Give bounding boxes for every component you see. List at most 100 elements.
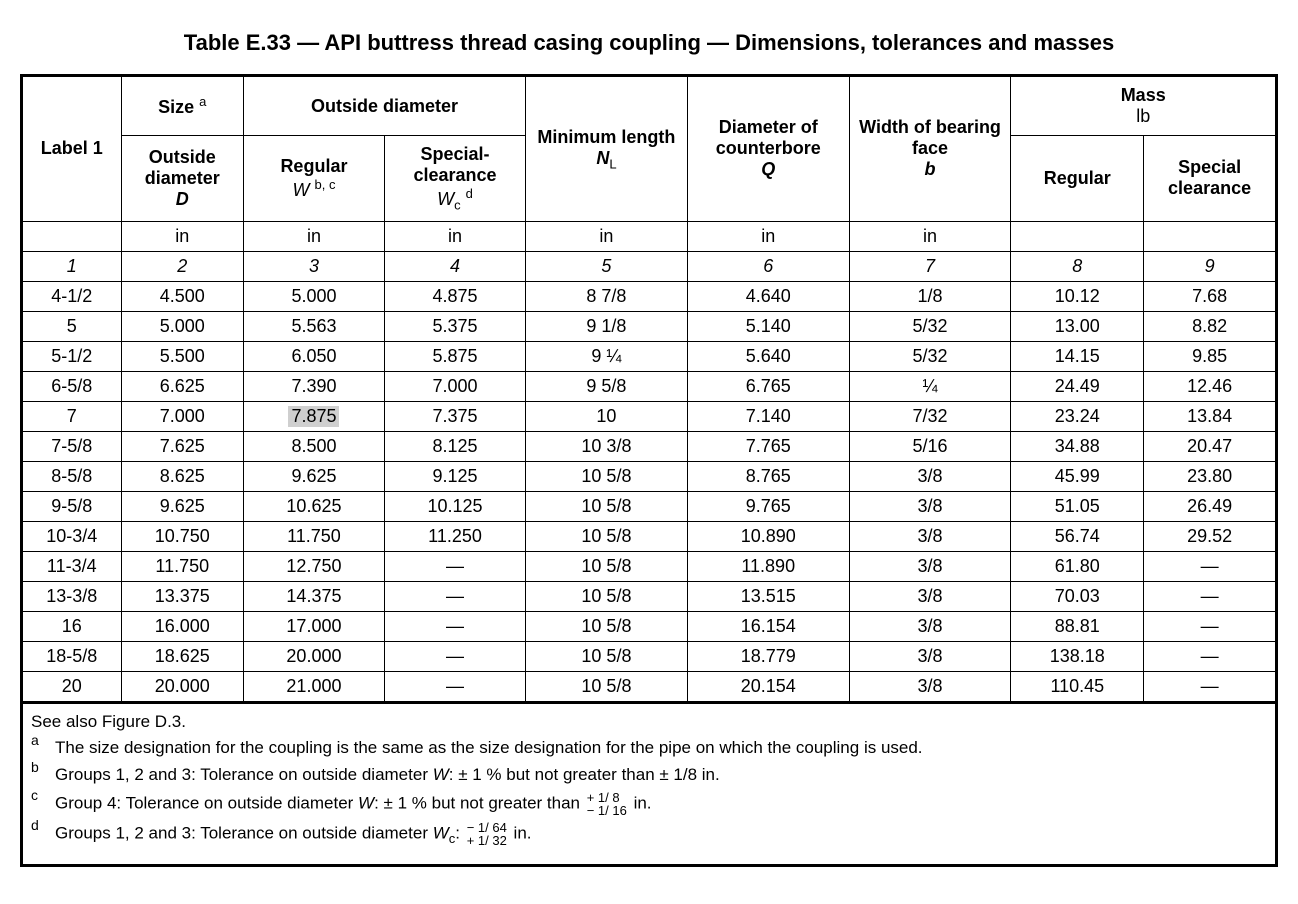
table-row: 11-3/411.75012.750—10 5/811.8903/861.80— <box>22 551 1277 581</box>
table-cell: 5/32 <box>849 311 1011 341</box>
table-cell: 10 5/8 <box>526 581 688 611</box>
table-cell: 13.84 <box>1144 401 1277 431</box>
table-cell: 9.765 <box>687 491 849 521</box>
table-cell: — <box>384 611 525 641</box>
table-cell: 5.500 <box>121 341 243 371</box>
table-cell: 12.750 <box>243 551 384 581</box>
table-cell: 4.500 <box>121 281 243 311</box>
table-cell: 13.00 <box>1011 311 1144 341</box>
fc-sym: W <box>358 794 374 813</box>
col-minlen: Minimum length NL <box>526 76 688 222</box>
table-cell: 10 5/8 <box>526 461 688 491</box>
col-mass-special: Special clearance <box>1144 136 1277 222</box>
table-cell: 9.625 <box>243 461 384 491</box>
table-cell: 16 <box>22 611 122 641</box>
col-mass-regular: Regular <box>1011 136 1144 222</box>
table-cell: 34.88 <box>1011 431 1144 461</box>
table-cell: 8-5/8 <box>22 461 122 491</box>
table-cell: 8.125 <box>384 431 525 461</box>
fd-suf: in. <box>509 824 532 843</box>
table-cell: 6.765 <box>687 371 849 401</box>
table-cell: 61.80 <box>1011 551 1144 581</box>
footnote-c-mark: c <box>31 787 55 803</box>
unit-in-4: in <box>384 221 525 251</box>
table-cell: 3/8 <box>849 521 1011 551</box>
table-cell: 6.625 <box>121 371 243 401</box>
col-size-sup: a <box>199 94 206 109</box>
table-cell: 3/8 <box>849 671 1011 702</box>
table-body: 4-1/24.5005.0004.8758 7/84.6401/810.127.… <box>22 281 1277 702</box>
table-cell: — <box>384 551 525 581</box>
table-cell: 26.49 <box>1144 491 1277 521</box>
table-cell: 5.375 <box>384 311 525 341</box>
table-cell: 7/32 <box>849 401 1011 431</box>
table-cell: 23.80 <box>1144 461 1277 491</box>
col-mass-group: Mass lb <box>1011 76 1277 136</box>
table-cell: 8.82 <box>1144 311 1277 341</box>
col-od-regular-sym: W <box>292 180 309 200</box>
colnum-4: 4 <box>384 251 525 281</box>
footnote-b-text: Groups 1, 2 and 3: Tolerance on outside … <box>55 763 1267 787</box>
table-row: 18-5/818.62520.000—10 5/818.7793/8138.18… <box>22 641 1277 671</box>
table-row: 55.0005.5635.3759 1/85.1405/3213.008.82 <box>22 311 1277 341</box>
table-cell: 10 5/8 <box>526 641 688 671</box>
table-cell: 8.765 <box>687 461 849 491</box>
table-cell: 9.85 <box>1144 341 1277 371</box>
table-cell: 4.640 <box>687 281 849 311</box>
col-od-special: Special-clearance Wc d <box>384 136 525 222</box>
table-cell: 10.625 <box>243 491 384 521</box>
unit-in-2: in <box>121 221 243 251</box>
table-cell: 17.000 <box>243 611 384 641</box>
table-cell: 4.875 <box>384 281 525 311</box>
table-cell: 7.000 <box>384 371 525 401</box>
footnote-c-text: Group 4: Tolerance on outside diameter W… <box>55 791 1267 817</box>
footnote-d-mark: d <box>31 817 55 833</box>
table-row: 1616.00017.000—10 5/816.1543/888.81— <box>22 611 1277 641</box>
table-cell: 8.625 <box>121 461 243 491</box>
table-cell: ¼ <box>849 371 1011 401</box>
colnum-3: 3 <box>243 251 384 281</box>
unit-blank-8 <box>1011 221 1144 251</box>
table-cell: 5.875 <box>384 341 525 371</box>
table-row: 6-5/86.6257.3907.0009 5/86.765¼24.4912.4… <box>22 371 1277 401</box>
colnum-8: 8 <box>1011 251 1144 281</box>
col-od-group: Outside diameter <box>243 76 525 136</box>
fb-sym: W <box>433 765 449 784</box>
footnote-b: b Groups 1, 2 and 3: Tolerance on outsid… <box>31 763 1267 787</box>
table-cell: — <box>1144 551 1277 581</box>
table-cell: 7.875 <box>243 401 384 431</box>
fd-mid: : <box>455 824 464 843</box>
table-cell: 18.625 <box>121 641 243 671</box>
table-cell: 14.15 <box>1011 341 1144 371</box>
table-cell: 9 ¼ <box>526 341 688 371</box>
table-cell: 5.000 <box>243 281 384 311</box>
table-cell: 10.12 <box>1011 281 1144 311</box>
table-cell: 13-3/8 <box>22 581 122 611</box>
table-cell: 7.625 <box>121 431 243 461</box>
table-cell: 10 <box>526 401 688 431</box>
table-cell: 5.563 <box>243 311 384 341</box>
table-cell: 9-5/8 <box>22 491 122 521</box>
unit-blank-9 <box>1144 221 1277 251</box>
col-mass-label: Mass <box>1121 85 1166 105</box>
table-cell: 5/32 <box>849 341 1011 371</box>
table-cell: 88.81 <box>1011 611 1144 641</box>
table-cell: 9 1/8 <box>526 311 688 341</box>
table-cell: 24.49 <box>1011 371 1144 401</box>
table-cell: 3/8 <box>849 581 1011 611</box>
colnum-5: 5 <box>526 251 688 281</box>
fb-suf: : ± 1 % but not greater than ± 1/8 in. <box>449 765 720 784</box>
footnote-a-mark: a <box>31 732 55 748</box>
table-cell: 6.050 <box>243 341 384 371</box>
unit-in-6: in <box>687 221 849 251</box>
col-od-special-label: Special-clearance <box>413 144 496 185</box>
fc-mid: : ± 1 % but not greater than <box>374 794 585 813</box>
col-od-regular-label: Regular <box>280 156 347 176</box>
table-row: 9-5/89.62510.62510.12510 5/89.7653/851.0… <box>22 491 1277 521</box>
table-cell: — <box>384 581 525 611</box>
fc-pre: Group 4: Tolerance on outside diameter <box>55 794 358 813</box>
fd-sym: W <box>433 824 449 843</box>
table-cell: 5.140 <box>687 311 849 341</box>
table-cell: 21.000 <box>243 671 384 702</box>
table-row: 5-1/25.5006.0505.8759 ¼5.6405/3214.159.8… <box>22 341 1277 371</box>
